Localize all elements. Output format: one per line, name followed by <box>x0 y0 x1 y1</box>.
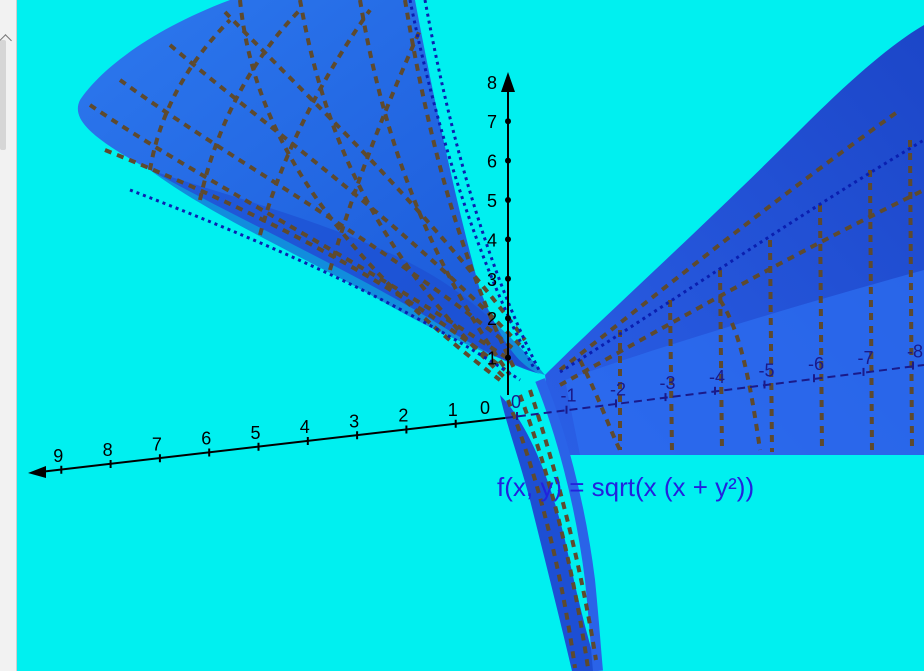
surface-lower-tail-edge <box>535 378 603 671</box>
x-axis-ticks: 1 2 3 4 5 6 7 8 9 <box>53 400 458 474</box>
surface-left-lobe-inner <box>150 170 545 375</box>
z-tick-label: 6 <box>487 152 497 172</box>
y-tick-label: -3 <box>660 373 676 393</box>
x-tick-label: 3 <box>349 411 359 431</box>
origin-label: 0 <box>480 398 490 418</box>
x-tick-label: 1 <box>448 400 458 420</box>
surface-grid-lines-blue <box>129 0 924 382</box>
function-label[interactable]: f(x, y) = sqrt(x (x + y²)) <box>497 472 754 502</box>
y-tick-label: -8 <box>907 342 923 362</box>
x-tick-label: 7 <box>152 434 162 454</box>
z-tick-label: 8 <box>487 73 497 93</box>
x-tick-label: 9 <box>53 446 63 466</box>
z-tick-mark <box>505 315 511 322</box>
y-tick-label: -4 <box>709 367 725 387</box>
y-tick-label: -7 <box>858 348 874 368</box>
z-tick-mark <box>505 157 511 164</box>
z-tick-label: 5 <box>487 191 497 211</box>
x-axis-arrow-icon <box>28 466 46 478</box>
x-axis <box>28 417 506 478</box>
z-tick-mark <box>505 275 511 282</box>
x-tick-label: 5 <box>251 423 261 443</box>
scrollbar[interactable] <box>0 40 6 150</box>
x-tick-label: 2 <box>398 406 408 426</box>
z-tick-mark <box>505 236 511 243</box>
graphics-3d-view[interactable]: 1 2 3 4 5 6 7 8 9 0 -1 -2 -3 -4 -5 -6 -7 -8 1 2 3 4 5 6 7 8 0 f… <box>16 0 924 671</box>
z-tick-label: 3 <box>487 270 497 290</box>
y-axis-ticks: 0 -1 -2 -3 -4 -5 -6 -7 -8 <box>511 342 923 420</box>
z-tick-label: 1 <box>487 349 497 369</box>
y-tick-label: -2 <box>610 379 626 399</box>
x-tick-label: 4 <box>300 417 310 437</box>
z-tick-label: 7 <box>487 112 497 132</box>
y-tick-label: -6 <box>808 354 824 374</box>
z-tick-label: 4 <box>487 230 497 250</box>
z-tick-mark <box>505 78 511 85</box>
surface-lower-tail <box>500 395 598 671</box>
x-tick-label: 8 <box>103 440 113 460</box>
side-panel-edge <box>0 0 17 671</box>
y-tick-label: -5 <box>759 361 775 381</box>
y-tick-label: -1 <box>561 386 577 406</box>
x-tick-label: 6 <box>201 429 211 449</box>
surface-grid-lines <box>88 0 924 669</box>
z-tick-mark <box>505 118 511 125</box>
z-tick-mark <box>505 354 511 361</box>
y-tick-label: 0 <box>511 392 521 412</box>
z-axis-ticks: 1 2 3 4 5 6 7 8 <box>487 73 511 369</box>
z-tick-label: 2 <box>487 309 497 329</box>
z-tick-mark <box>505 197 511 203</box>
